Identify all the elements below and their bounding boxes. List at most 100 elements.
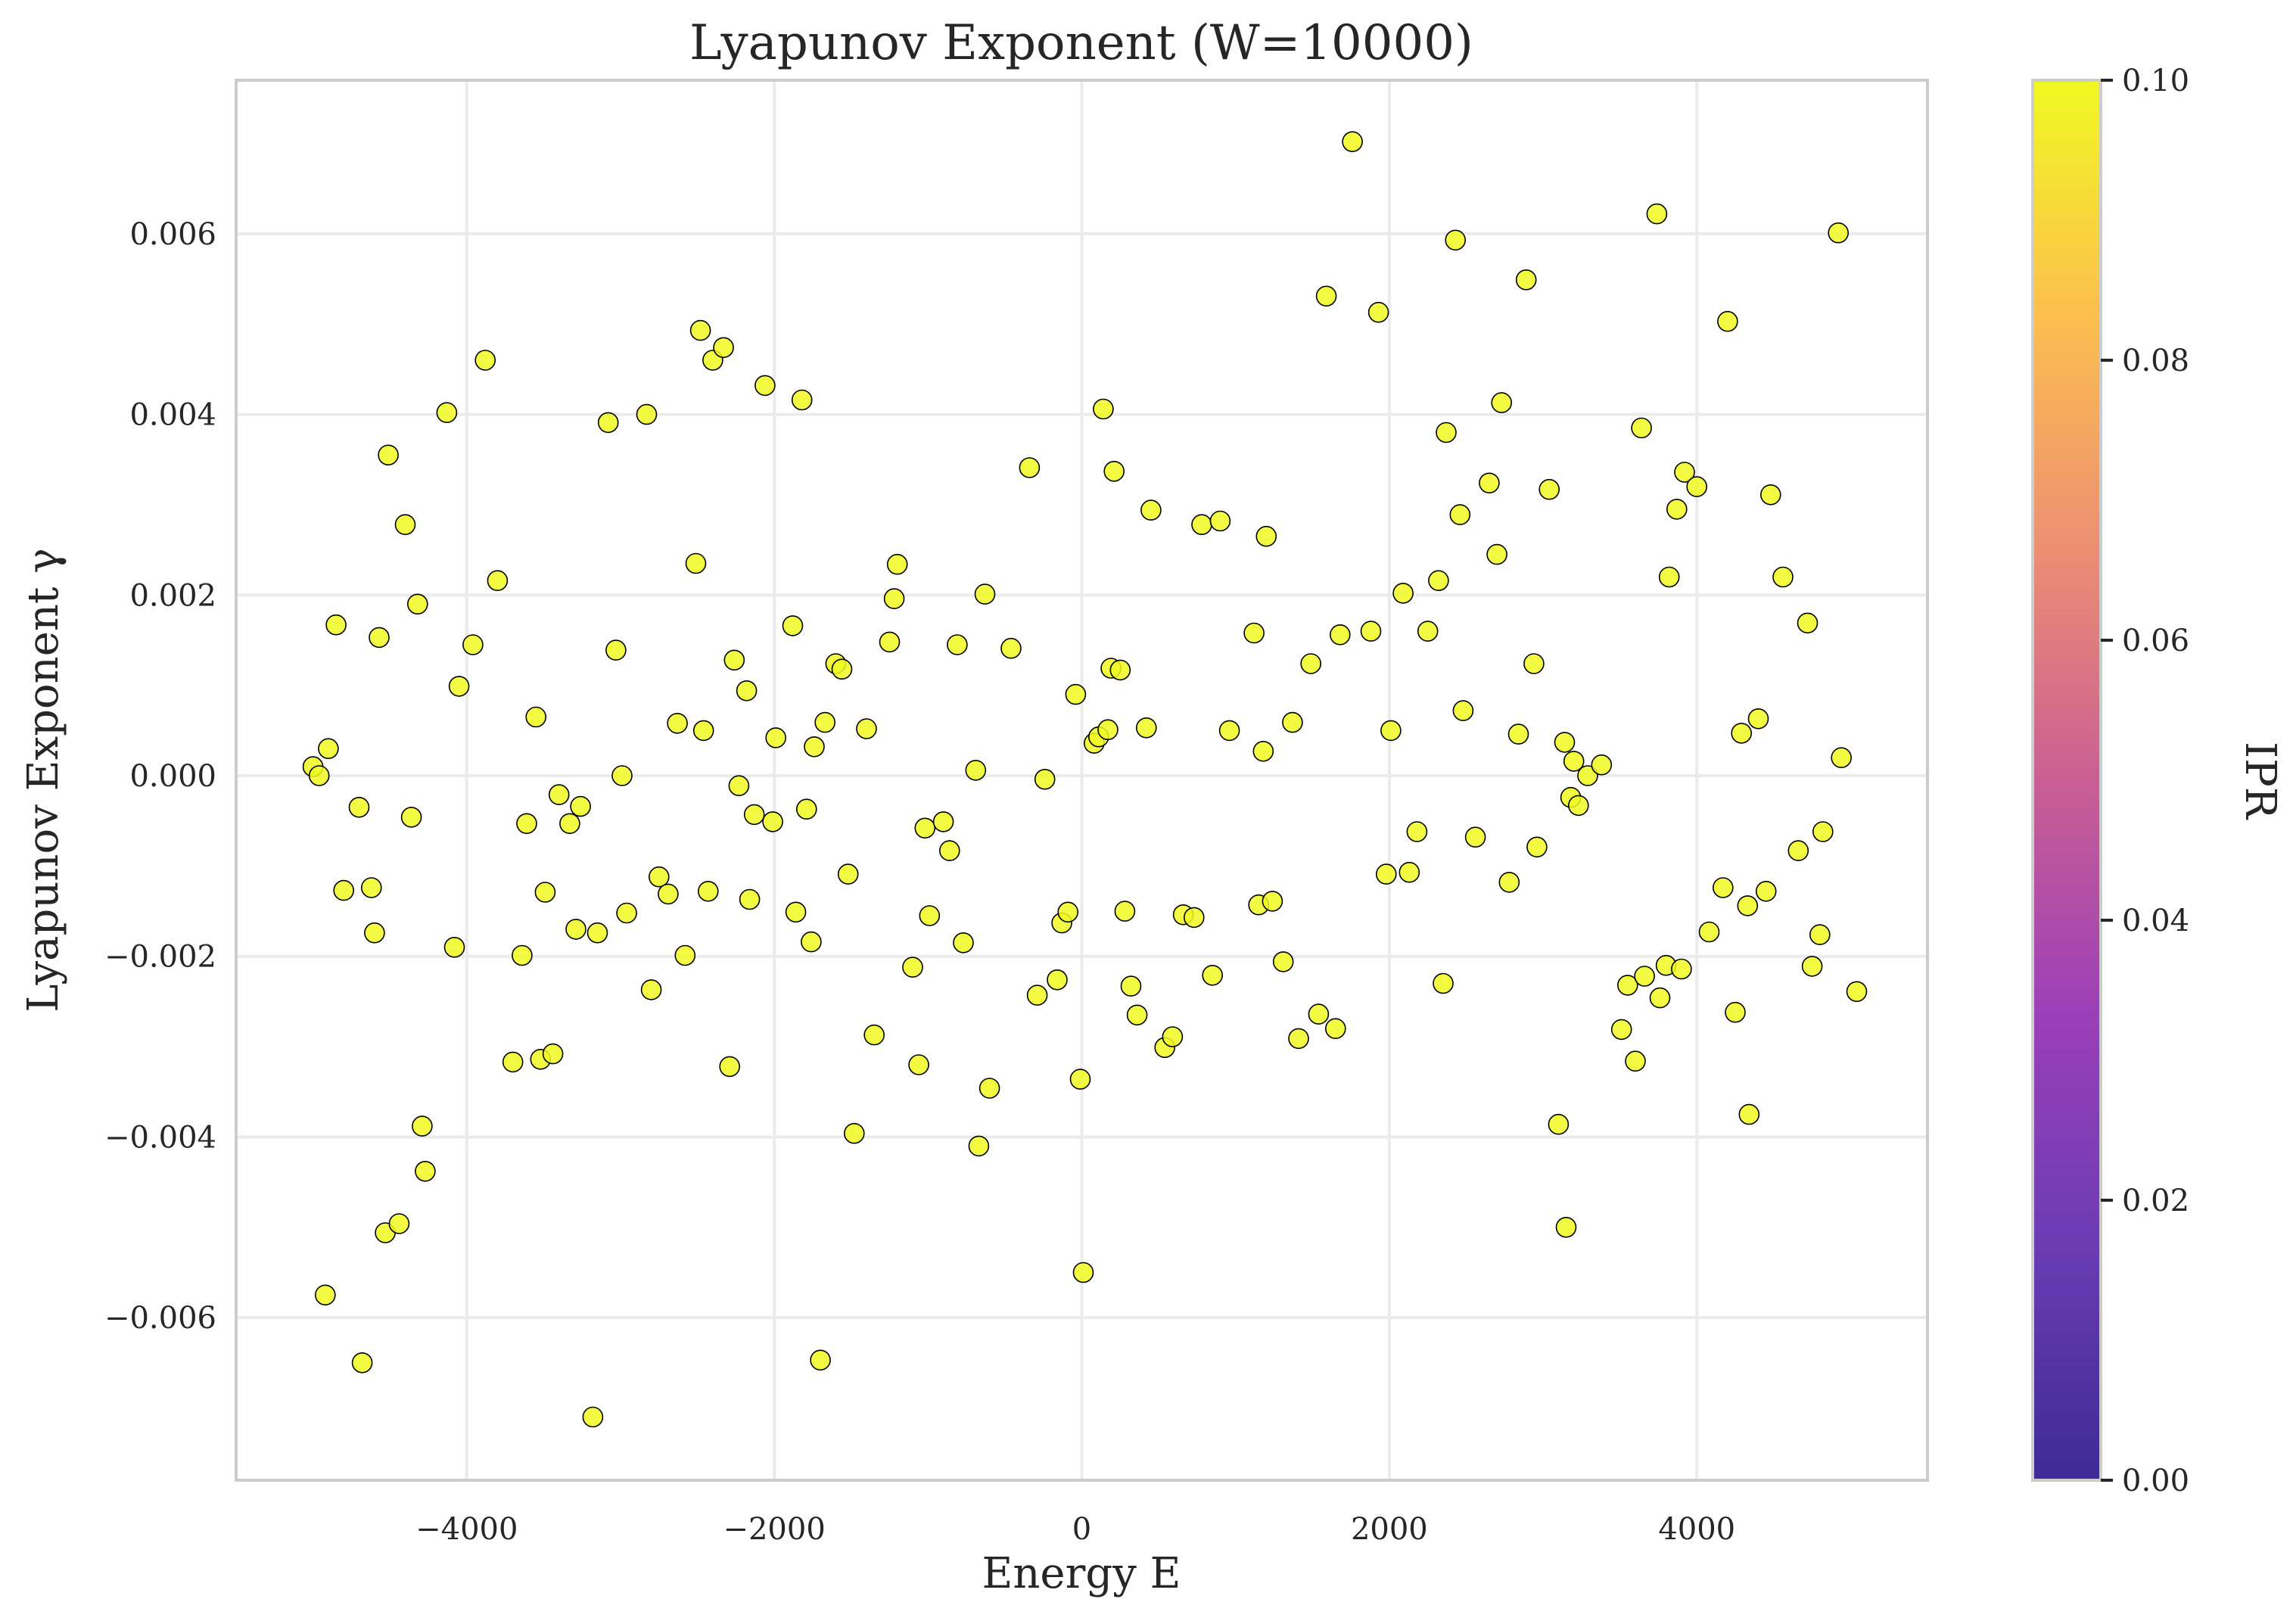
- y-tick-label: −0.002: [104, 940, 216, 975]
- scatter-point: [597, 412, 619, 434]
- scatter-point: [1755, 881, 1777, 902]
- scatter-point: [1282, 711, 1303, 733]
- scatter-point: [1449, 504, 1471, 525]
- x-axis-label: Energy E: [982, 1549, 1181, 1598]
- scatter-point: [616, 902, 637, 924]
- x-tick-label: 0: [1072, 1512, 1091, 1547]
- scatter-point: [965, 760, 987, 781]
- scatter-point: [1563, 751, 1585, 772]
- scatter-point: [1698, 921, 1720, 943]
- scatter-point: [351, 1352, 373, 1374]
- scatter-point: [369, 627, 390, 649]
- scatter-point: [605, 639, 627, 661]
- scatter-point: [1272, 951, 1294, 972]
- colorbar-label: IPR: [2235, 742, 2285, 820]
- scatter-point: [879, 631, 901, 653]
- scatter-point: [1114, 901, 1136, 922]
- scatter-point: [1666, 499, 1688, 520]
- scatter-point: [1498, 872, 1520, 893]
- scatter-point: [448, 676, 470, 697]
- scatter-point: [1097, 719, 1118, 741]
- scatter-point: [1034, 769, 1056, 790]
- scatter-point: [1617, 975, 1638, 996]
- scatter-point: [953, 932, 974, 954]
- scatter-point: [1674, 462, 1695, 483]
- scatter-point: [559, 813, 580, 835]
- x-tick-label: −2000: [723, 1512, 825, 1547]
- scatter-point: [1831, 747, 1852, 769]
- scatter-point: [1747, 708, 1769, 730]
- scatter-point: [1184, 907, 1205, 929]
- scatter-point: [1577, 765, 1598, 786]
- colorbar-tick-label: 0.08: [2122, 344, 2189, 378]
- scatter-point: [762, 811, 783, 832]
- y-tick-label: −0.004: [104, 1120, 216, 1155]
- x-tick-label: −4000: [415, 1512, 518, 1547]
- scatter-point: [1464, 826, 1486, 848]
- scatter-point: [1631, 417, 1652, 439]
- scatter-point: [1649, 987, 1671, 1009]
- scatter-point: [1072, 1262, 1094, 1283]
- scatter-point: [883, 588, 905, 609]
- scatter-point: [1262, 891, 1283, 912]
- scatter-point: [1367, 301, 1389, 323]
- scatter-point: [1308, 1003, 1330, 1025]
- scatter-point: [902, 957, 923, 978]
- scatter-point: [1539, 478, 1560, 500]
- chart-title: Lyapunov Exponent (W=10000): [689, 15, 1473, 71]
- scatter-point: [1828, 222, 1849, 244]
- scatter-point: [947, 634, 968, 655]
- scatter-point: [1646, 203, 1668, 225]
- y-tick-label: −0.006: [104, 1301, 216, 1336]
- scatter-point: [658, 883, 679, 905]
- colorbar: [2031, 79, 2102, 1482]
- scatter-point: [648, 866, 670, 888]
- scatter-point: [791, 389, 813, 411]
- scatter-point: [348, 797, 370, 818]
- scatter-point: [314, 1284, 336, 1306]
- scatter-point: [692, 720, 714, 742]
- scatter-point: [831, 658, 853, 680]
- scatter-point: [1209, 510, 1231, 532]
- scatter-point: [1406, 821, 1428, 842]
- scatter-point: [586, 922, 608, 944]
- scatter-point: [728, 775, 750, 796]
- scatter-point: [1255, 525, 1277, 547]
- scatter-point: [378, 444, 399, 466]
- scatter-point: [1548, 1113, 1570, 1135]
- scatter-point: [570, 795, 591, 817]
- scatter-point: [325, 614, 347, 636]
- scatter-point: [919, 905, 941, 926]
- scatter-point: [1417, 621, 1439, 642]
- scatter-point: [364, 922, 385, 944]
- y-tick-label: 0.002: [129, 578, 216, 613]
- scatter-point: [611, 765, 633, 786]
- scatter-point: [674, 944, 696, 966]
- scatter-point: [1376, 863, 1397, 885]
- scatter-point: [525, 706, 547, 728]
- scatter-point: [856, 718, 877, 739]
- scatter-point: [640, 979, 662, 1000]
- scatter-point: [804, 736, 825, 758]
- scatter-point: [1713, 877, 1734, 898]
- scatter-point: [1026, 985, 1048, 1006]
- scatter-point: [1380, 720, 1402, 742]
- colorbar-ticks: 0.00 0.02 0.04 0.06 0.08 0.10: [2101, 64, 2189, 1498]
- y-axis-label: Lyapunov Exponent γ: [19, 548, 68, 1012]
- scatter-point: [360, 877, 382, 898]
- scatter-point: [1288, 1028, 1309, 1050]
- x-tick-label: 2000: [1351, 1512, 1428, 1547]
- scatter-point: [810, 1349, 831, 1371]
- scatter-point: [1392, 583, 1414, 604]
- scatter-point: [1486, 543, 1507, 565]
- scatter-point: [1126, 1004, 1148, 1026]
- scatter-point: [1162, 1026, 1184, 1047]
- scatter-point: [443, 937, 465, 958]
- scatter-point: [1554, 732, 1576, 753]
- scatter-point: [1452, 700, 1474, 721]
- scatter-point: [1731, 723, 1752, 744]
- colorbar-tick-label: 0.00: [2122, 1464, 2189, 1498]
- scatter-point: [1330, 624, 1351, 646]
